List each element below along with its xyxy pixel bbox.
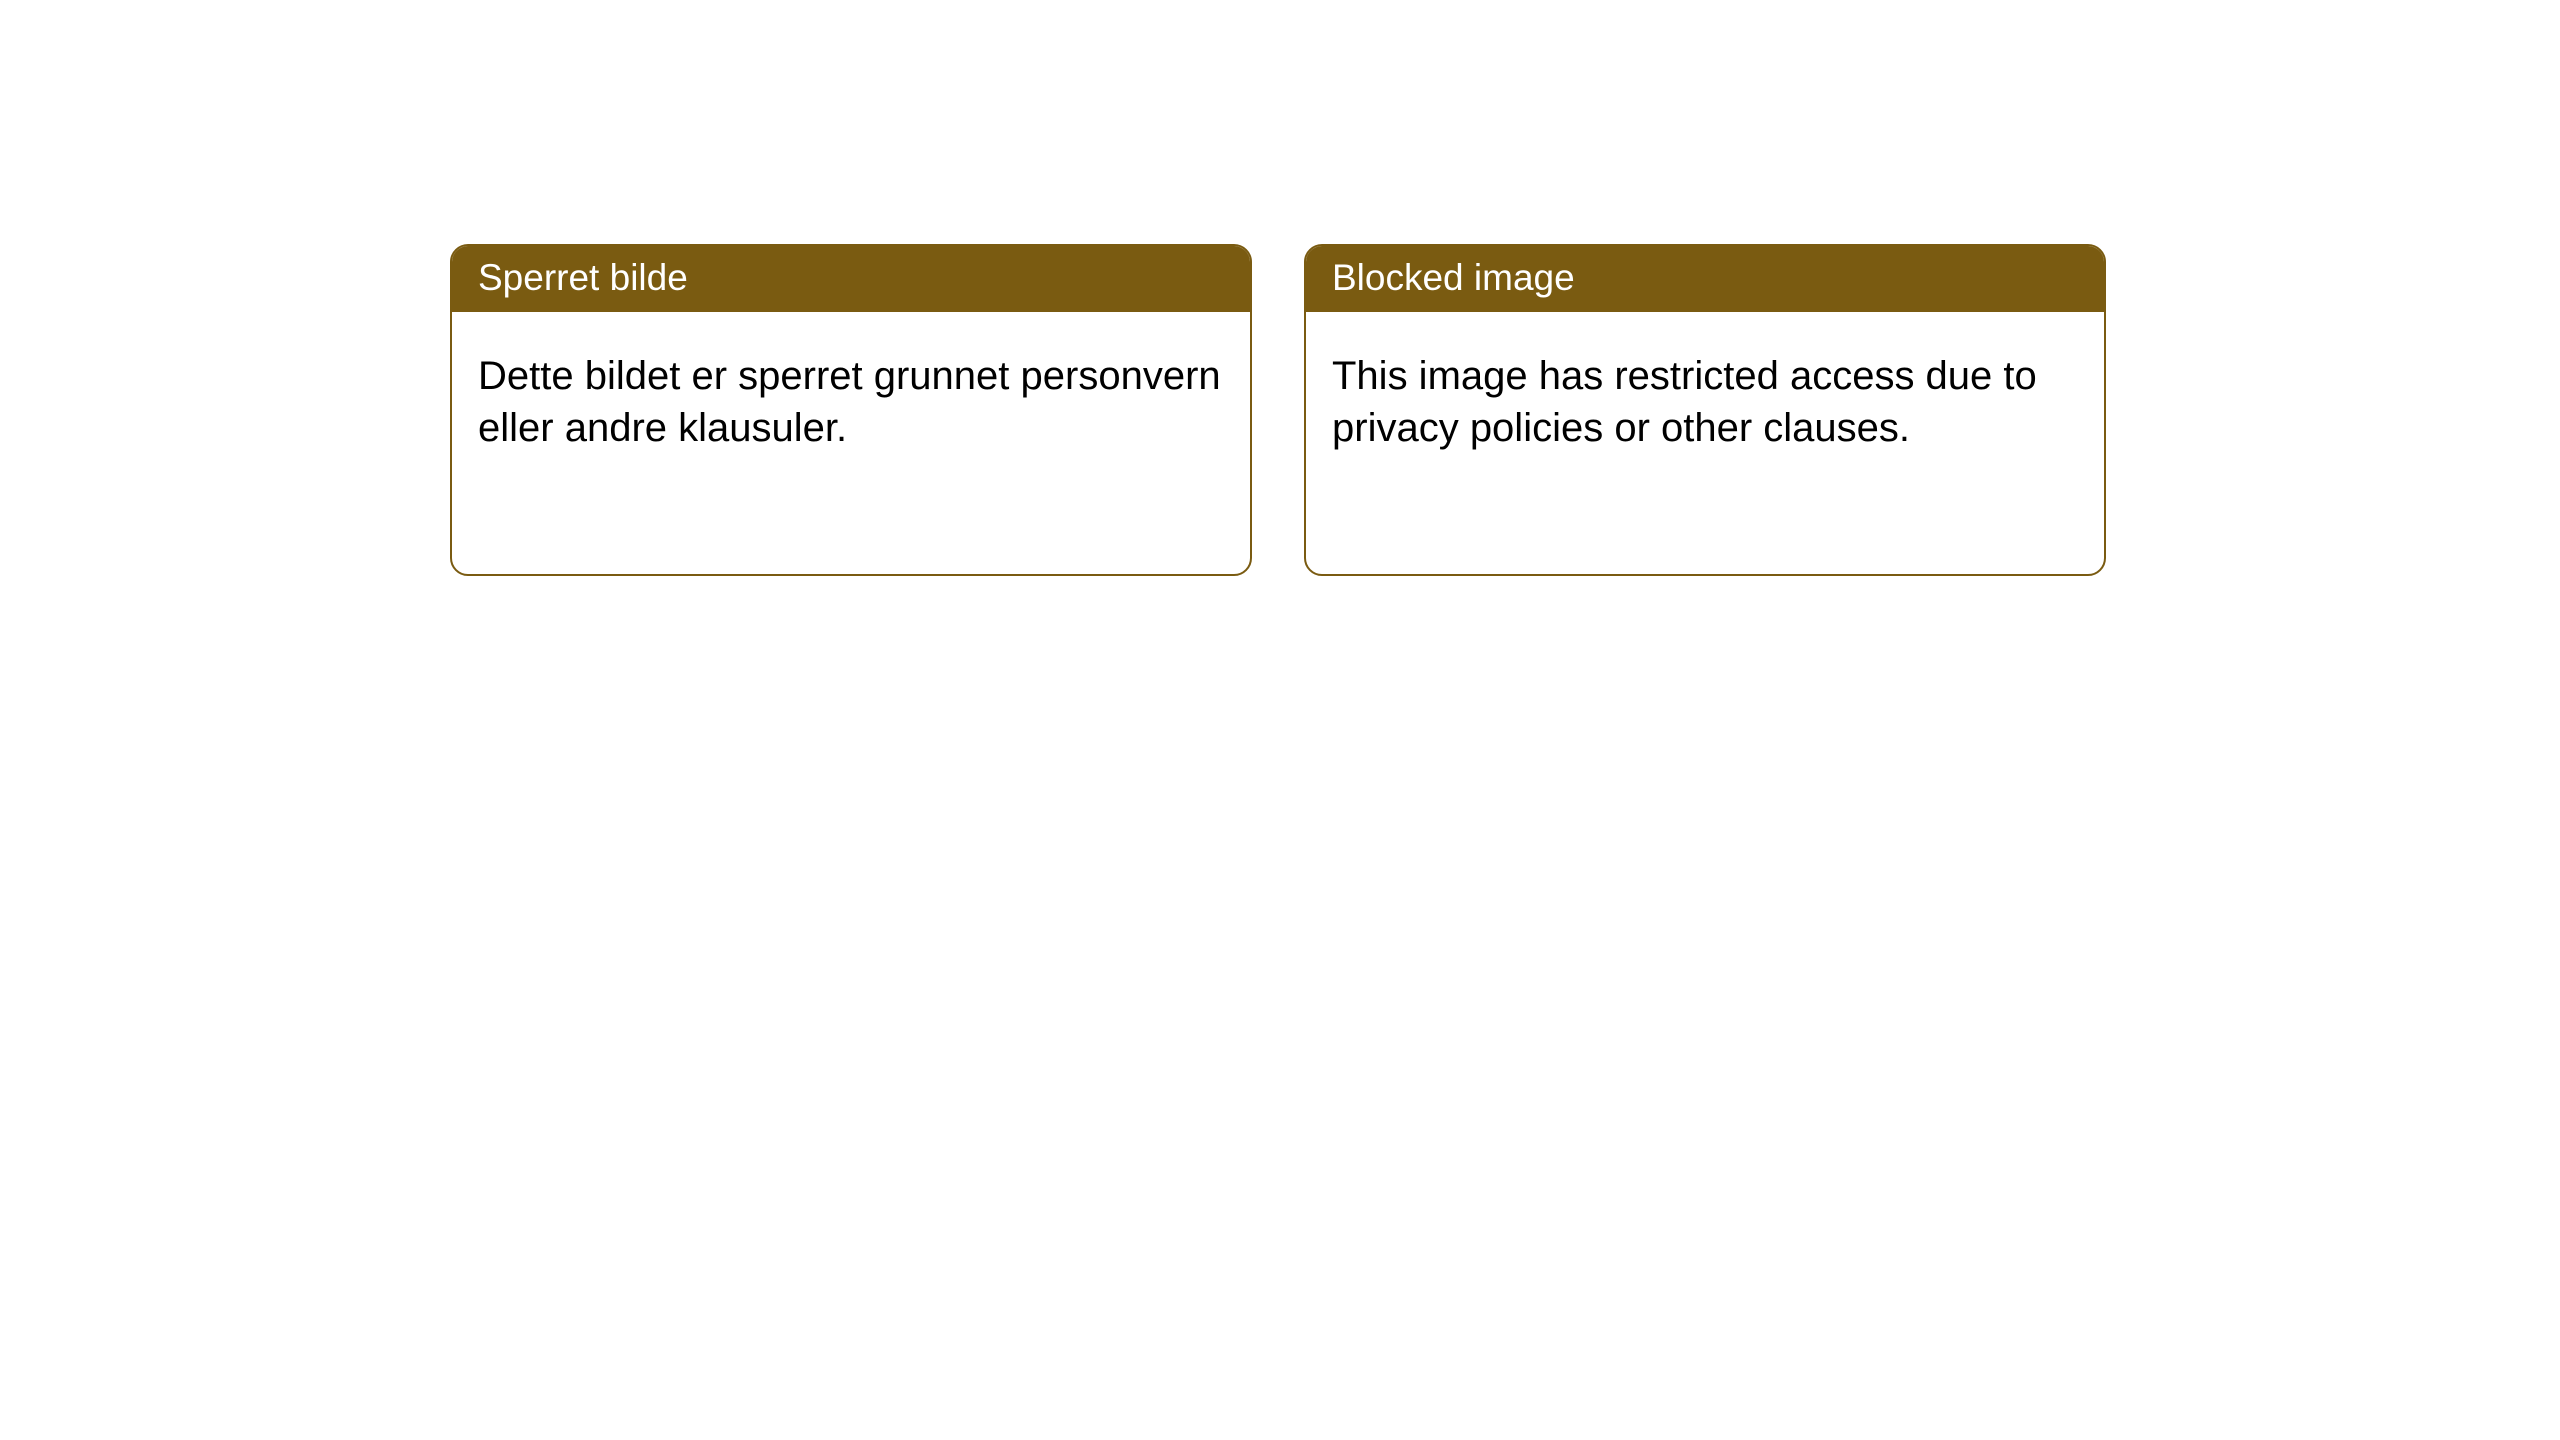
notice-container: Sperret bilde Dette bildet er sperret gr… (0, 0, 2560, 576)
blocked-image-panel-norwegian: Sperret bilde Dette bildet er sperret gr… (450, 244, 1252, 576)
panel-message: This image has restricted access due to … (1306, 312, 2104, 480)
panel-title: Blocked image (1306, 246, 2104, 312)
panel-title: Sperret bilde (452, 246, 1250, 312)
blocked-image-panel-english: Blocked image This image has restricted … (1304, 244, 2106, 576)
panel-message: Dette bildet er sperret grunnet personve… (452, 312, 1250, 480)
